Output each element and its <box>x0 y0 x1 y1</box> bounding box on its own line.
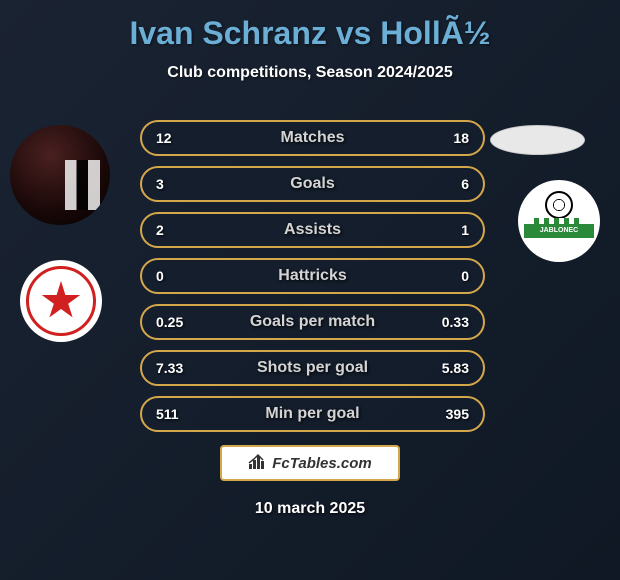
star-icon <box>41 281 81 321</box>
stat-label: Min per goal <box>265 405 359 423</box>
club-right-logo: JABLONEC <box>518 180 600 262</box>
stats-container: 12 Matches 18 3 Goals 6 2 Assists 1 0 Ha… <box>140 120 485 442</box>
ball-icon <box>545 191 573 219</box>
player-left-avatar <box>10 125 110 225</box>
stat-left-value: 12 <box>156 130 172 146</box>
footer-brand: FcTables.com <box>220 445 400 481</box>
stat-left-value: 511 <box>156 406 179 422</box>
stat-left-value: 3 <box>156 176 164 192</box>
footer-brand-text: FcTables.com <box>272 455 371 472</box>
stat-right-value: 5.83 <box>442 360 469 376</box>
stat-right-value: 18 <box>453 130 469 146</box>
stat-label: Goals per match <box>250 313 375 331</box>
stat-label: Matches <box>280 129 344 147</box>
stat-left-value: 2 <box>156 222 164 238</box>
stat-right-value: 395 <box>446 406 469 422</box>
stat-row: 12 Matches 18 <box>140 120 485 156</box>
stat-label: Goals <box>290 175 334 193</box>
stat-left-value: 0 <box>156 268 164 284</box>
club-left-logo <box>20 260 102 342</box>
stat-label: Assists <box>284 221 341 239</box>
stat-row: 0.25 Goals per match 0.33 <box>140 304 485 340</box>
page-title: Ivan Schranz vs HollÃ½ <box>0 0 620 52</box>
stat-right-value: 1 <box>461 222 469 238</box>
chart-icon <box>248 452 266 475</box>
player-right-avatar <box>490 125 585 155</box>
stat-row: 511 Min per goal 395 <box>140 396 485 432</box>
stat-right-value: 0.33 <box>442 314 469 330</box>
stat-row: 3 Goals 6 <box>140 166 485 202</box>
stat-row: 7.33 Shots per goal 5.83 <box>140 350 485 386</box>
date-text: 10 march 2025 <box>255 500 365 518</box>
stat-row: 0 Hattricks 0 <box>140 258 485 294</box>
stat-right-value: 6 <box>461 176 469 192</box>
stat-left-value: 7.33 <box>156 360 183 376</box>
stat-row: 2 Assists 1 <box>140 212 485 248</box>
stat-label: Shots per goal <box>257 359 368 377</box>
stat-right-value: 0 <box>461 268 469 284</box>
stat-label: Hattricks <box>278 267 346 285</box>
club-right-name: JABLONEC <box>524 224 594 238</box>
stat-left-value: 0.25 <box>156 314 183 330</box>
page-subtitle: Club competitions, Season 2024/2025 <box>0 64 620 82</box>
